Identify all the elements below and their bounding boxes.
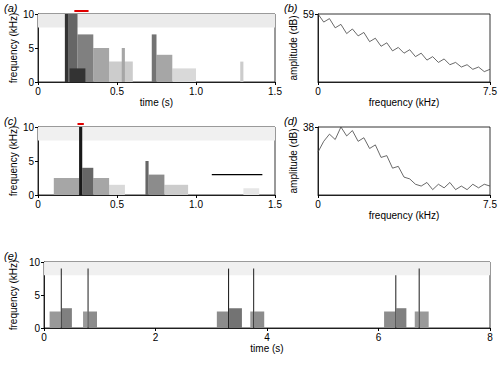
- svg-text:0: 0: [35, 86, 41, 97]
- svg-text:2: 2: [153, 332, 159, 343]
- svg-text:time (s): time (s): [250, 343, 283, 354]
- svg-text:0: 0: [41, 332, 47, 343]
- svg-text:10: 10: [23, 9, 35, 20]
- svg-text:59: 59: [303, 9, 315, 20]
- svg-text:(b): (b): [284, 2, 298, 14]
- svg-text:0: 0: [28, 77, 34, 88]
- svg-text:0.5: 0.5: [110, 86, 124, 97]
- svg-text:0.5: 0.5: [110, 199, 124, 210]
- svg-text:0: 0: [315, 86, 321, 97]
- svg-text:10: 10: [23, 122, 35, 133]
- svg-text:0: 0: [34, 323, 40, 334]
- svg-text:frequency (kHz): frequency (kHz): [369, 210, 440, 221]
- svg-text:10: 10: [29, 257, 41, 268]
- svg-text:(a): (a): [4, 2, 18, 14]
- svg-text:1.5: 1.5: [268, 86, 282, 97]
- svg-text:frequency (kHz): frequency (kHz): [8, 260, 19, 331]
- svg-text:(c): (c): [4, 115, 17, 127]
- svg-text:0: 0: [35, 199, 41, 210]
- svg-text:4: 4: [264, 332, 270, 343]
- svg-text:0: 0: [315, 199, 321, 210]
- svg-text:8: 8: [487, 332, 493, 343]
- svg-text:38: 38: [303, 122, 315, 133]
- svg-text:6: 6: [376, 332, 382, 343]
- svg-text:frequency (kHz): frequency (kHz): [8, 13, 19, 84]
- svg-text:5: 5: [28, 156, 34, 167]
- svg-text:5: 5: [28, 43, 34, 54]
- svg-text:0: 0: [28, 190, 34, 201]
- svg-text:(d): (d): [284, 115, 298, 127]
- svg-text:frequency (kHz): frequency (kHz): [369, 97, 440, 108]
- svg-text:7.5: 7.5: [483, 199, 497, 210]
- svg-text:7.5: 7.5: [483, 86, 497, 97]
- svg-text:time (s): time (s): [140, 97, 173, 108]
- svg-text:5: 5: [34, 290, 40, 301]
- svg-text:1.5: 1.5: [268, 199, 282, 210]
- svg-text:frequency (kHz): frequency (kHz): [8, 126, 19, 197]
- svg-text:(e): (e): [4, 250, 18, 262]
- svg-text:1.0: 1.0: [189, 86, 203, 97]
- svg-text:1.0: 1.0: [189, 199, 203, 210]
- svg-text:amplitude (dB): amplitude (dB): [288, 128, 299, 193]
- svg-text:amplitude (dB): amplitude (dB): [288, 15, 299, 80]
